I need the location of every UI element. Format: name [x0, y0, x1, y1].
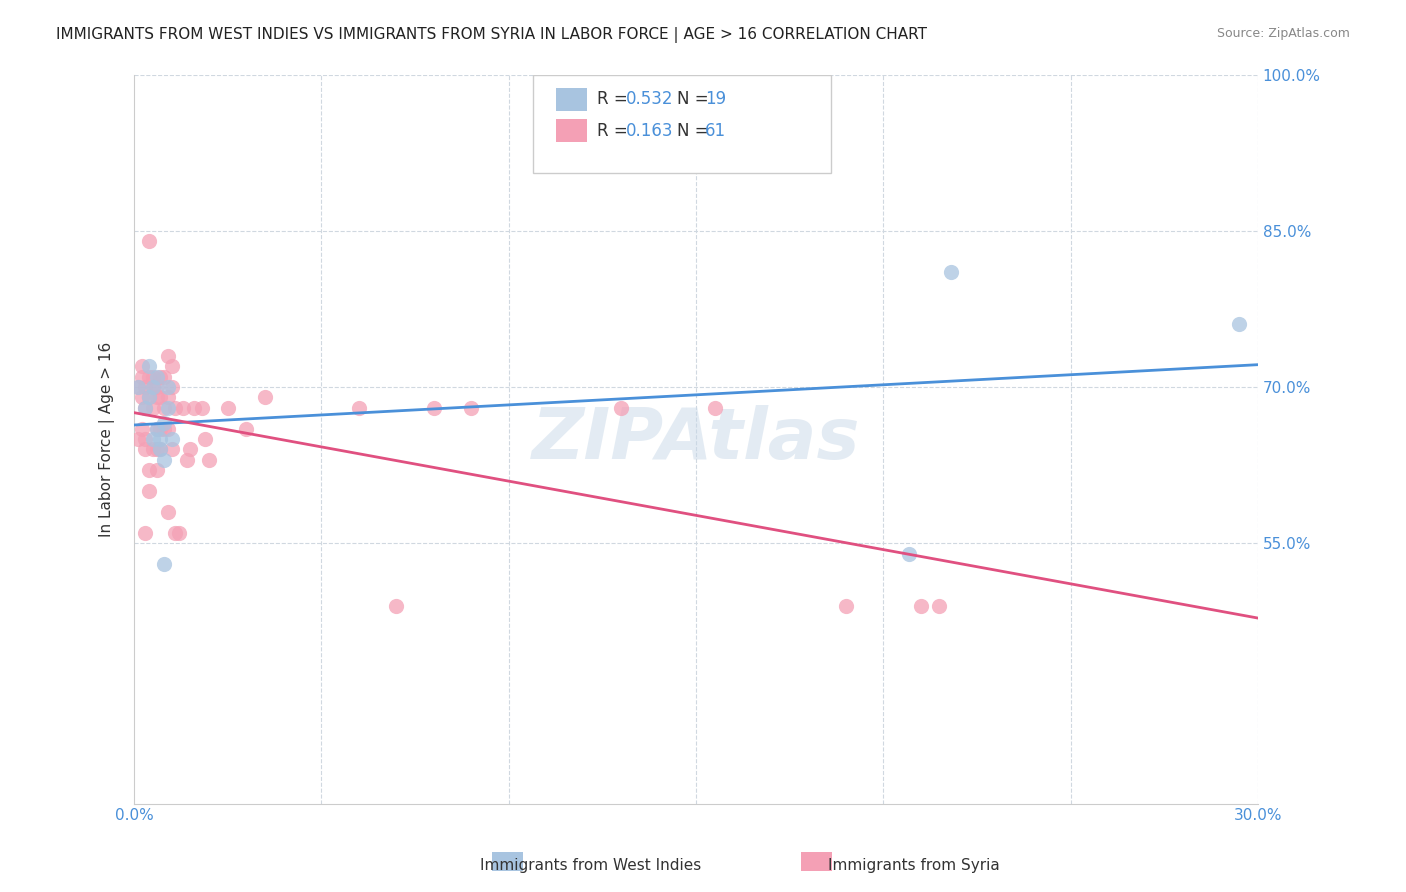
Text: Immigrants from West Indies: Immigrants from West Indies: [479, 858, 702, 872]
Point: [179, 442, 201, 457]
Text: 19: 19: [704, 89, 725, 108]
Point: [153, 557, 176, 571]
Text: ZIPAtlas: ZIPAtlas: [531, 405, 860, 474]
Point: [156, 349, 179, 363]
Point: [149, 422, 172, 436]
Point: [156, 422, 179, 436]
Point: [156, 391, 179, 405]
Point: [131, 359, 153, 373]
Point: [460, 401, 482, 415]
Point: [138, 369, 160, 384]
Point: [156, 505, 179, 519]
Point: [910, 599, 932, 613]
Point: [149, 442, 172, 457]
Text: 0.163: 0.163: [626, 121, 673, 140]
Point: [198, 453, 221, 467]
Point: [183, 401, 205, 415]
Point: [217, 401, 239, 415]
Point: [703, 401, 725, 415]
Point: [149, 369, 172, 384]
Point: [138, 234, 160, 248]
Point: [254, 391, 277, 405]
Point: [145, 422, 167, 436]
Point: [153, 453, 176, 467]
Text: N =: N =: [676, 89, 714, 108]
Point: [138, 359, 160, 373]
FancyBboxPatch shape: [555, 119, 586, 143]
Point: [145, 463, 167, 477]
Point: [142, 432, 165, 446]
Point: [127, 380, 149, 394]
Point: [142, 442, 165, 457]
Point: [145, 380, 167, 394]
Point: [235, 422, 257, 436]
Point: [1227, 318, 1250, 332]
Point: [134, 401, 156, 415]
Point: [939, 265, 962, 279]
Point: [149, 442, 172, 457]
Point: [165, 525, 187, 540]
Text: N =: N =: [676, 121, 714, 140]
Point: [142, 380, 165, 394]
Point: [134, 442, 156, 457]
Point: [138, 391, 160, 405]
Point: [134, 380, 156, 394]
Point: [160, 380, 183, 394]
Point: [160, 359, 183, 373]
Point: [423, 401, 446, 415]
Point: [153, 422, 176, 436]
Point: [172, 401, 194, 415]
FancyBboxPatch shape: [555, 87, 586, 111]
Point: [898, 547, 921, 561]
Point: [134, 525, 156, 540]
Point: [165, 401, 187, 415]
Point: [153, 369, 176, 384]
Point: [610, 401, 633, 415]
Point: [160, 432, 183, 446]
Text: 61: 61: [704, 121, 725, 140]
Point: [156, 401, 179, 415]
FancyBboxPatch shape: [533, 75, 831, 173]
Text: Immigrants from Syria: Immigrants from Syria: [828, 858, 1000, 872]
Point: [134, 432, 156, 446]
Point: [145, 422, 167, 436]
Text: R =: R =: [598, 121, 633, 140]
Point: [131, 369, 153, 384]
Point: [835, 599, 858, 613]
Point: [167, 525, 190, 540]
Point: [145, 442, 167, 457]
Point: [142, 369, 165, 384]
Point: [347, 401, 370, 415]
Point: [138, 484, 160, 499]
Point: [153, 401, 176, 415]
Point: [142, 380, 165, 394]
Point: [145, 391, 167, 405]
Text: 0.532: 0.532: [626, 89, 673, 108]
Point: [138, 391, 160, 405]
Point: [145, 369, 167, 384]
Point: [149, 391, 172, 405]
Point: [149, 432, 172, 446]
Point: [138, 463, 160, 477]
Y-axis label: In Labor Force | Age > 16: In Labor Force | Age > 16: [100, 342, 115, 537]
Point: [194, 432, 217, 446]
Text: R =: R =: [598, 89, 633, 108]
Text: IMMIGRANTS FROM WEST INDIES VS IMMIGRANTS FROM SYRIA IN LABOR FORCE | AGE > 16 C: IMMIGRANTS FROM WEST INDIES VS IMMIGRANT…: [56, 27, 927, 43]
Point: [190, 401, 212, 415]
Point: [134, 401, 156, 415]
Point: [156, 380, 179, 394]
Point: [131, 422, 153, 436]
Point: [127, 380, 149, 394]
Point: [142, 401, 165, 415]
Point: [928, 599, 950, 613]
Point: [127, 432, 149, 446]
Point: [131, 391, 153, 405]
Point: [385, 599, 408, 613]
Point: [176, 453, 198, 467]
Point: [153, 417, 176, 431]
Text: Source: ZipAtlas.com: Source: ZipAtlas.com: [1216, 27, 1350, 40]
Point: [160, 442, 183, 457]
